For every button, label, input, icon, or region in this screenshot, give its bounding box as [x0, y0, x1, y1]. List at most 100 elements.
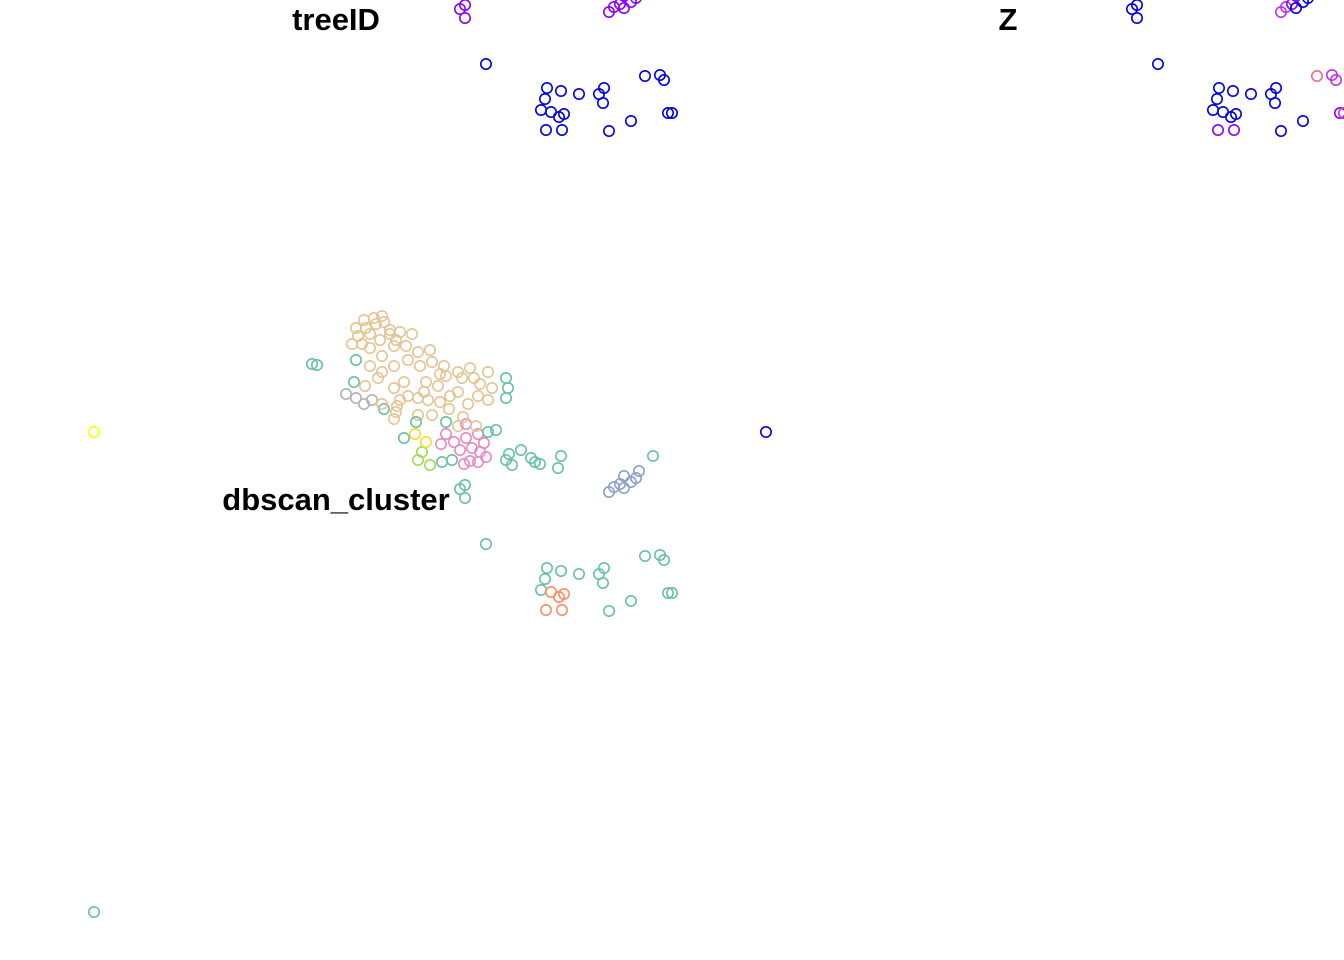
scatter-point [489, 423, 502, 436]
scatter-point [1211, 124, 1224, 137]
scatter-point [1226, 85, 1239, 98]
scatter-point [540, 562, 553, 575]
scatter-point [389, 406, 402, 419]
scatter-point [632, 465, 645, 477]
scatter-point [463, 362, 476, 375]
scatter-point [572, 88, 585, 101]
scatter-point [425, 356, 438, 369]
scatter-point [665, 587, 678, 600]
scatter-point [602, 125, 615, 138]
scatter-point [411, 346, 424, 359]
scatter-point [617, 470, 630, 482]
scatter-point [451, 419, 464, 432]
scatter-point [458, 12, 471, 24]
scatter-point [617, 482, 630, 494]
scatter-point [481, 425, 494, 438]
panel-title: dbscan_cluster [222, 482, 450, 517]
scatter-point [617, 2, 630, 14]
scatter-point [661, 107, 674, 120]
scatter-point [305, 358, 318, 371]
scatter-point [349, 354, 362, 367]
scatter-point [358, 380, 371, 393]
scatter-point [349, 392, 362, 405]
scatter-point [389, 334, 402, 347]
scatter-point [387, 382, 400, 395]
scatter-point [534, 104, 547, 117]
scatter-point [434, 437, 447, 450]
scatter-point [413, 360, 426, 373]
scatter-point [554, 565, 567, 578]
scatter-point [453, 443, 466, 456]
scatter-point [1274, 125, 1287, 138]
scatter-point [544, 586, 557, 599]
scatter-point [415, 445, 428, 458]
scatter-point [1206, 104, 1219, 117]
scatter-point [499, 372, 512, 385]
scatter-point [423, 458, 436, 471]
scatter-point [551, 461, 564, 474]
scatter-point [1297, 0, 1309, 8]
scatter-point [1334, 107, 1344, 119]
panel-title: treeID [292, 2, 380, 37]
scatter-point [397, 431, 410, 444]
scatter-point [625, 0, 637, 8]
scatter-point [534, 584, 547, 597]
scatter-point [373, 334, 386, 347]
scatter-point [390, 400, 403, 413]
panel-z: Z [672, 0, 1344, 480]
scatter-point [463, 454, 476, 467]
scatter-point [459, 0, 471, 11]
scatter-point [1216, 106, 1229, 119]
scatter-point [363, 360, 376, 373]
scatter-point [469, 419, 482, 432]
scatter-point [445, 453, 458, 466]
scatter-plot-z [760, 0, 1344, 438]
panel-title: Z [998, 2, 1018, 37]
scatter-point [596, 577, 609, 590]
scatter-point [555, 124, 568, 137]
scatter-point [657, 74, 670, 87]
scatter-point [624, 595, 637, 608]
scatter-point [423, 344, 436, 357]
scatter-point [433, 368, 446, 381]
scatter-point [439, 427, 452, 440]
scatter-point [614, 0, 626, 10]
scatter-point [456, 411, 469, 424]
scatter-point [363, 328, 376, 341]
scatter-point [624, 115, 637, 128]
scatter-point [447, 435, 460, 448]
scatter-point [431, 380, 444, 393]
panel-treeid: treeID [0, 0, 678, 480]
scatter-point [411, 409, 424, 422]
scatter-point [387, 340, 400, 353]
scatter-point [399, 340, 412, 353]
scatter-point [387, 360, 400, 373]
scatter-point [451, 366, 464, 379]
panel-dbscan-cluster: dbscan_cluster [0, 310, 678, 960]
scatter-point [371, 372, 384, 385]
scatter-point [557, 108, 570, 121]
scatter-point [467, 372, 480, 385]
scatter-point [1286, 0, 1298, 10]
scatter-point [557, 588, 570, 601]
scatter-point [1244, 88, 1257, 101]
scatter-point [502, 447, 515, 460]
scatter-point [646, 449, 659, 462]
scatter-point [479, 57, 492, 70]
scatter-point [88, 905, 101, 918]
scatter-plot-dbscan-cluster [88, 310, 678, 918]
scatter-point [365, 394, 378, 407]
scatter-point [417, 386, 430, 399]
scatter-point [375, 350, 388, 363]
scatter-point [339, 388, 352, 401]
scatter-point [1291, 0, 1301, 2]
scatter-point [471, 390, 484, 403]
scatter-plot-treeid [88, 0, 678, 438]
scatter-point [405, 328, 418, 341]
scatter-point [657, 554, 670, 567]
scatter-point [485, 382, 498, 395]
scatter-point [554, 85, 567, 98]
scatter-point [661, 587, 674, 600]
scatter-point [369, 318, 382, 331]
scatter-point [375, 310, 388, 323]
